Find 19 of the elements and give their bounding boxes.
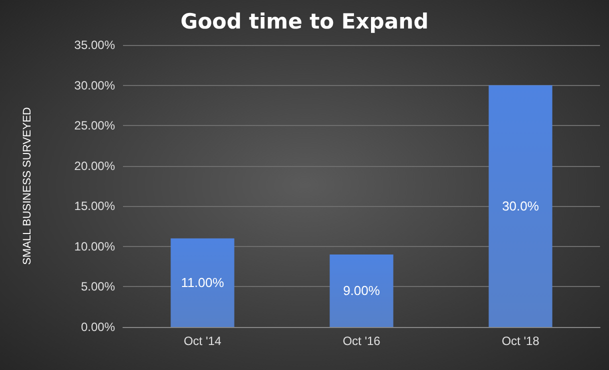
y-tick-label: 30.00% xyxy=(74,78,116,92)
x-tick-label: Oct '18 xyxy=(502,334,540,348)
bar xyxy=(488,85,552,327)
y-tick-label: 15.00% xyxy=(74,199,116,214)
x-tick-label: Oct '14 xyxy=(184,334,222,348)
bar xyxy=(170,238,234,327)
chart-title: Good time to Expand xyxy=(180,10,428,34)
data-label: 30.0% xyxy=(502,198,540,214)
y-tick-label: 10.00% xyxy=(74,239,116,254)
y-tick-label: 25.00% xyxy=(74,118,116,133)
bar xyxy=(330,254,394,327)
y-axis-title: SMALL BUSINESS SURVEYED xyxy=(22,107,34,265)
data-label: 11.00% xyxy=(180,275,224,290)
y-tick-label: 35.00% xyxy=(74,38,116,52)
y-tick-label: 20.00% xyxy=(74,158,116,173)
y-tick-label: 5.00% xyxy=(80,280,116,294)
x-tick-label: Oct '16 xyxy=(342,334,381,348)
data-label: 9.00% xyxy=(343,283,380,298)
y-tick-label: 0.00% xyxy=(80,320,116,334)
